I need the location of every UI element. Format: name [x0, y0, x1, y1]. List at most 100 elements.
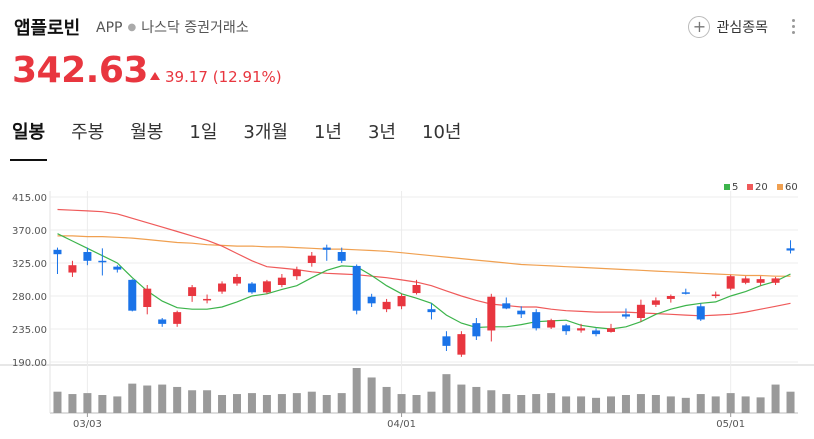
volume-bar: [218, 395, 227, 413]
volume-bar: [666, 396, 675, 413]
volume-bar: [277, 394, 286, 413]
candle-body: [771, 278, 780, 283]
volume-bar: [427, 391, 436, 413]
candle-body: [666, 296, 675, 299]
candle-body: [53, 249, 62, 255]
period-tabs: 일봉 주봉 월봉 1일 3개월 1년 3년 10년: [9, 118, 487, 162]
stock-ticker-line: APP ● 나스닥 증권거래소: [96, 17, 249, 37]
candle-body: [83, 252, 92, 261]
y-tick-label: 370.00: [12, 226, 47, 237]
legend-label: 60: [785, 182, 798, 193]
volume-bar: [203, 390, 212, 413]
legend-swatch: [777, 184, 783, 190]
volume-bar: [621, 395, 630, 413]
candle-body: [203, 298, 212, 301]
y-tick-label: 280.00: [12, 292, 47, 303]
volume-bar: [502, 394, 511, 413]
plus-icon: +: [688, 16, 711, 38]
up-arrow-icon: [150, 72, 160, 80]
volume-bar: [532, 394, 541, 413]
volume-bar: [412, 395, 421, 413]
volume-bar: [771, 384, 780, 413]
candle-body: [592, 330, 601, 335]
volume-bar: [307, 391, 316, 413]
tab-daily[interactable]: 일봉: [9, 118, 48, 162]
volume-bar: [352, 368, 361, 413]
candle-body: [741, 278, 750, 283]
separator-dot-icon: ●: [127, 22, 137, 33]
volume-bar: [173, 386, 182, 413]
candle-body: [233, 276, 241, 284]
candle-body: [128, 279, 137, 311]
volume-bar: [322, 395, 331, 413]
candle-body: [322, 247, 331, 250]
volume-bar: [442, 374, 451, 413]
volume-bar: [696, 394, 705, 413]
candle-body: [292, 269, 301, 277]
volume-bar: [397, 394, 406, 413]
volume-bar: [726, 393, 735, 413]
volume-bar: [68, 394, 77, 413]
volume-bar: [592, 397, 601, 413]
volume-bar: [562, 396, 571, 413]
tab-10year[interactable]: 10년: [422, 122, 462, 143]
volume-bar: [262, 395, 271, 413]
candle-body: [696, 306, 705, 320]
tab-weekly[interactable]: 주봉: [71, 122, 105, 143]
candle-body: [277, 277, 286, 285]
candle-body: [726, 276, 735, 289]
volume-bar: [292, 393, 301, 413]
tab-1year[interactable]: 1년: [313, 122, 342, 143]
candle-body: [382, 301, 391, 310]
candle-body: [636, 304, 645, 318]
candle-body: [113, 266, 122, 270]
volume-bar: [741, 396, 750, 413]
ma20-line: [57, 208, 791, 317]
volume-bar: [367, 377, 376, 413]
candle-body: [427, 309, 436, 313]
candle-body: [562, 325, 571, 332]
add-watchlist-button[interactable]: + 관심종목: [688, 14, 768, 40]
candle-body: [457, 334, 466, 355]
tab-3month[interactable]: 3개월: [243, 122, 288, 143]
candle-body: [68, 265, 77, 273]
volume-bar: [158, 384, 167, 413]
candle-body: [188, 287, 197, 296]
candle-body: [607, 328, 615, 332]
volume-bar: [547, 393, 556, 413]
volume-bar: [636, 394, 645, 413]
candle-body: [502, 303, 511, 309]
candle-body: [337, 252, 346, 261]
stock-header: 앱플로빈 APP ● 나스닥 증권거래소 + 관심종목: [14, 14, 804, 40]
candle-body: [681, 292, 690, 294]
x-tick-label: 05/01: [716, 419, 745, 430]
volume-bar: [711, 396, 720, 413]
volume-bar: [337, 393, 346, 413]
candle-body: [158, 319, 167, 324]
volume-bar: [98, 395, 107, 413]
ma5-line: [57, 233, 791, 330]
candle-body: [577, 328, 586, 331]
volume-bar: [487, 390, 496, 413]
volume-bar: [651, 395, 660, 413]
volume-bar: [472, 386, 481, 413]
x-tick-label: 03/03: [73, 419, 102, 430]
exchange-name: 나스닥 증권거래소: [141, 20, 249, 36]
tab-3year[interactable]: 3년: [367, 122, 396, 143]
more-options-icon[interactable]: [790, 16, 796, 38]
price-chart[interactable]: 415.00 370.00 325.00 280.00 235.00 190.00 03/0…: [0, 175, 814, 439]
candle-body: [651, 300, 660, 305]
volume-bar: [143, 385, 152, 413]
change-percent: (12.91%): [212, 68, 282, 86]
volume-bar: [382, 386, 391, 413]
legend-label: 5: [732, 182, 738, 193]
tab-1day[interactable]: 1일: [189, 122, 218, 143]
candle-body: [173, 312, 182, 324]
tab-monthly[interactable]: 월봉: [130, 122, 164, 143]
current-price: 342.63: [12, 50, 148, 91]
stock-name: 앱플로빈: [14, 18, 81, 39]
x-tick-label: 04/01: [387, 419, 416, 430]
candle-body: [218, 283, 227, 292]
y-tick-label: 415.00: [12, 193, 47, 204]
candle-body: [262, 281, 271, 293]
